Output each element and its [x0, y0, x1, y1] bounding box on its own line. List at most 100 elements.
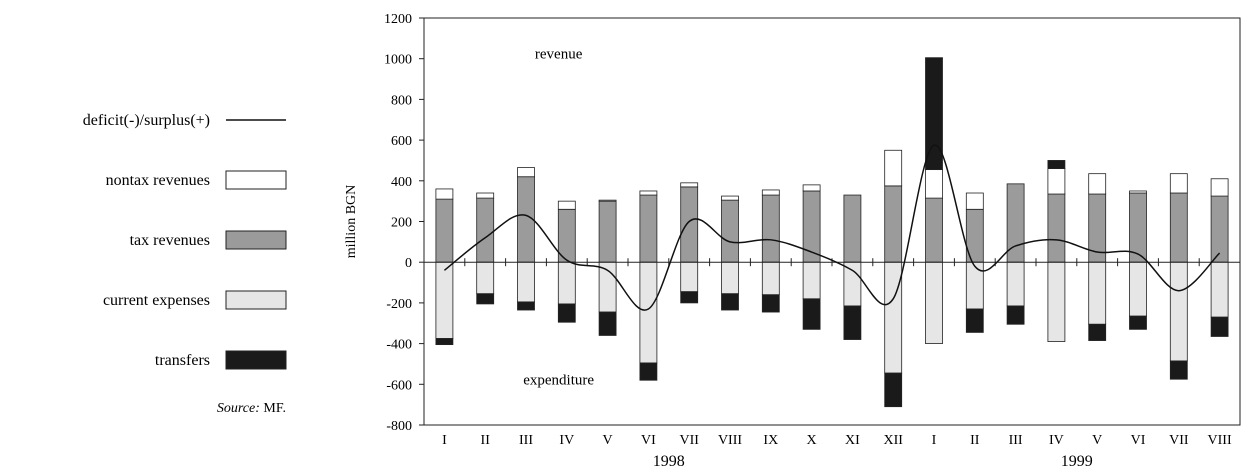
source-prefix: Source: [217, 401, 260, 416]
y-tick-label: 1200 [384, 12, 412, 27]
bar-current [802, 261, 821, 300]
bar-current [843, 261, 862, 307]
bar-tax [925, 197, 943, 263]
y-tick-label: -600 [386, 378, 412, 393]
deficit-line [443, 144, 1221, 311]
x-tick-label: IX [763, 433, 778, 448]
legend: deficit(-)/surplus(+) nontax revenues tax … [83, 112, 287, 370]
bar-nontax [965, 192, 984, 210]
bar-nontax [1169, 173, 1188, 194]
bar-nontax [598, 199, 617, 202]
bar-current [1169, 261, 1188, 362]
bar-nontax [925, 169, 943, 199]
bar-current [1088, 261, 1107, 325]
bar-transfers_exp [1006, 305, 1025, 325]
x-tick-label: III [1009, 433, 1023, 448]
bar-transfers_exp [680, 291, 699, 304]
bar-current [721, 261, 739, 295]
bar-nontax [1088, 173, 1107, 195]
x-tick-label: IV [559, 433, 574, 448]
bar-tax [721, 199, 739, 263]
bar-transfers_exp [435, 338, 454, 346]
bar-current [680, 261, 699, 293]
x-tick-label: XI [845, 433, 860, 448]
x-tick-label: XII [883, 433, 903, 448]
y-tick-label: 800 [391, 93, 412, 108]
bar-current [884, 261, 903, 374]
bar-tax [598, 200, 617, 263]
bar-current [1129, 261, 1147, 317]
bar-transfers_exp [476, 293, 495, 305]
y-tick-label: 0 [405, 256, 412, 271]
legend-label-deficit: deficit(-)/surplus(+) [83, 112, 210, 129]
x-tick-label: VIII [718, 433, 742, 448]
bar-transfers_exp [843, 305, 862, 340]
bar-tax [680, 186, 699, 263]
x-tick-label: II [481, 433, 491, 448]
bar-nontax [802, 184, 821, 192]
bar-transfers_exp [721, 293, 739, 311]
bar-nontax [721, 195, 739, 201]
bar-transfers_exp [517, 301, 535, 311]
bar-transfers_exp [1169, 360, 1188, 380]
x-tick-label: I [442, 433, 447, 448]
bar-nontax [435, 188, 454, 200]
legend-label-transfers: transfers [155, 352, 210, 369]
legend-swatch-tax [225, 230, 287, 250]
legend-swatch-current [225, 290, 287, 310]
bar-transfers_exp [1088, 323, 1107, 341]
bar-current [1210, 261, 1229, 318]
y-tick-label: -400 [386, 338, 412, 353]
bar-tax [1169, 192, 1188, 263]
annotation: revenue [535, 47, 583, 63]
y-tick-label: 200 [391, 216, 412, 231]
x-tick-label: V [603, 433, 613, 448]
bar-nontax [639, 190, 658, 196]
bar-transfers [1047, 160, 1066, 169]
bar-nontax [884, 149, 903, 187]
legend-swatch-nontax [225, 170, 287, 190]
bar-current [761, 261, 780, 296]
bar-transfers [925, 57, 943, 171]
legend-label-tax: tax revenues [130, 232, 210, 249]
x-tick-label: V [1092, 433, 1102, 448]
bar-transfers_exp [884, 372, 903, 408]
bar-nontax [761, 189, 780, 196]
bar-current [925, 261, 943, 345]
bar-nontax [680, 182, 699, 188]
x-tick-label: IV [1049, 433, 1064, 448]
bar-current [639, 261, 658, 364]
y-axis-title: million BGN [344, 185, 359, 259]
source-text: MF. [260, 401, 286, 416]
source-note: Source: MF. [217, 401, 286, 416]
bar-transfers_exp [598, 311, 617, 336]
bar-tax [435, 198, 454, 263]
bar-transfers_exp [557, 303, 576, 323]
bar-tax [761, 194, 780, 263]
bar-current [557, 261, 576, 305]
year-label: 1999 [1061, 453, 1093, 470]
bar-tax [1210, 195, 1229, 263]
plot-frame [423, 17, 1241, 426]
x-tick-label: VI [641, 433, 656, 448]
bar-tax [843, 194, 862, 263]
bar-tax [639, 194, 658, 263]
bar-transfers_exp [639, 362, 658, 381]
plot-area: -800 -600 -400 -200 0 200 400 600 800 1000 1200 mil… [344, 12, 1241, 470]
year-label: 1998 [653, 453, 685, 470]
bar-transfers_exp [965, 308, 984, 333]
bar-nontax [476, 192, 495, 199]
x-tick-label: VII [679, 433, 699, 448]
bar-current [1006, 261, 1025, 307]
bar-nontax [1047, 168, 1066, 195]
y-tick-label: -800 [386, 419, 412, 434]
bar-transfers_exp [1210, 316, 1229, 337]
bar-transfers_exp [1129, 315, 1147, 330]
x-tick-label: X [807, 433, 817, 448]
bar-current [1047, 261, 1066, 342]
bar-current [517, 261, 535, 303]
x-tick-label: II [970, 433, 980, 448]
legend-label-nontax: nontax revenues [106, 172, 210, 189]
bar-tax [1047, 193, 1066, 263]
